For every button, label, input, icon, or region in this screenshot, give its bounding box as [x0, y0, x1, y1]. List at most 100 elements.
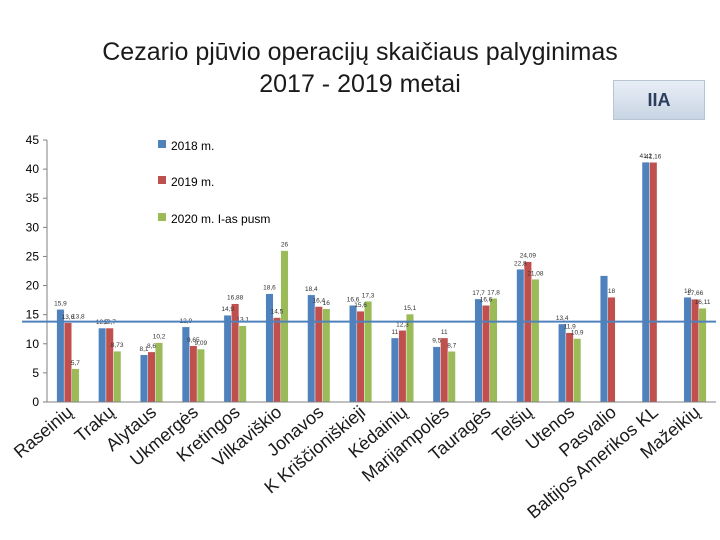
data-label: 16,6	[347, 296, 360, 303]
bar-1-8	[349, 305, 358, 403]
legend-swatch-1	[158, 140, 166, 148]
y-tick-label: 45	[26, 133, 40, 147]
y-tick-label: 0	[32, 395, 39, 409]
data-label: 18,6	[263, 285, 276, 292]
bar-3-6	[280, 250, 289, 403]
data-label: 8,1	[140, 346, 149, 353]
bar-3-2	[113, 350, 122, 403]
data-label: 18,4	[305, 286, 318, 293]
legend-swatch-2	[158, 176, 166, 184]
bar-1-2	[98, 327, 107, 403]
bar-1-14	[600, 275, 608, 403]
data-label: 10,2	[153, 334, 166, 341]
data-label: 24,09	[520, 253, 537, 260]
legend-label-3: 2020 m. I-as pusm	[171, 212, 270, 226]
bar-2-11	[482, 305, 490, 403]
bar-2-14	[607, 297, 616, 403]
data-label: 15,6	[354, 302, 367, 309]
data-label: 16,6	[480, 296, 493, 303]
bar-1-13	[558, 323, 567, 403]
data-label: 15,1	[404, 305, 417, 312]
chart-title-line1: Cezario pjūvio operacijų skaičiaus palyg…	[102, 38, 618, 66]
data-label: 41,16	[645, 153, 662, 160]
bar-1-1	[56, 309, 65, 403]
data-label: 8,73	[111, 342, 124, 349]
data-label: 11,9	[564, 324, 577, 331]
region-badge: IIA	[613, 80, 705, 120]
data-label: 8,7	[447, 342, 456, 349]
bar-2-15	[649, 162, 658, 403]
legend-label-1: 2018 m.	[171, 139, 214, 153]
y-tick-label: 25	[26, 249, 40, 263]
data-label: 16	[323, 300, 331, 307]
y-tick-label: 15	[26, 308, 40, 322]
bar-3-10	[447, 351, 456, 403]
data-label: 14,5	[271, 309, 284, 316]
bar-1-3	[140, 354, 148, 403]
data-label: 11	[441, 329, 448, 336]
data-label: 9,5	[432, 338, 441, 345]
data-label: 13,6	[62, 314, 75, 321]
bar-3-11	[489, 298, 498, 403]
bar-3-1	[71, 368, 80, 403]
bar-1-11	[474, 298, 483, 403]
y-tick-label: 40	[26, 162, 40, 176]
bar-1-9	[390, 337, 399, 403]
bar-3-5	[238, 325, 247, 403]
data-label: 16,4	[312, 298, 325, 305]
data-label: 17,66	[687, 290, 704, 297]
data-label: 13,4	[556, 315, 569, 322]
data-label: 5,7	[71, 360, 80, 367]
data-label: 12,3	[396, 321, 409, 328]
bar-3-3	[155, 342, 163, 403]
data-label: 10,9	[571, 330, 584, 337]
data-label: 9,65	[187, 337, 200, 344]
data-label: 26	[281, 242, 289, 249]
y-tick-label: 5	[32, 366, 39, 380]
legend-label-2: 2019 m.	[171, 175, 214, 189]
bar-1-15	[641, 161, 650, 403]
y-tick-label: 10	[26, 337, 40, 351]
data-label: 17,7	[472, 290, 485, 297]
data-label: 11	[392, 329, 399, 336]
data-label: 16,11	[695, 299, 711, 306]
data-label: 17,3	[362, 292, 375, 299]
data-label: 14,9	[221, 306, 234, 313]
data-label: 9,09	[195, 340, 208, 347]
bar-3-12	[531, 279, 540, 403]
data-label: 22,8	[514, 260, 527, 267]
bar-3-4	[196, 348, 205, 403]
bar-1-16	[683, 297, 692, 403]
bar-1-10	[432, 346, 441, 403]
reference-line-label: 13,8	[72, 314, 85, 321]
bar-2-8	[356, 310, 365, 403]
bar-2-3	[147, 351, 156, 403]
data-label: 16,88	[227, 295, 244, 302]
legend-swatch-3	[158, 213, 166, 221]
data-label: 18	[608, 288, 616, 295]
bar-3-8	[364, 301, 373, 403]
bar-3-13	[573, 338, 582, 403]
chart-title: Cezario pjūvio operacijų skaičiaus palyg…	[60, 36, 660, 100]
data-label: 13,1	[236, 317, 249, 324]
data-label: 15,9	[54, 300, 67, 307]
y-tick-label: 20	[26, 279, 40, 293]
bar-1-12	[516, 269, 525, 403]
chart-title-line2: 2017 - 2019 metai	[259, 70, 461, 98]
y-tick-label: 35	[26, 191, 40, 205]
x-tick-label: Raseinių	[10, 402, 77, 462]
bar-2-6	[273, 317, 281, 403]
bar-2-16	[691, 298, 700, 403]
bar-2-4	[189, 345, 198, 403]
bar-1-7	[307, 294, 316, 403]
bar-2-9	[398, 330, 407, 403]
bar-2-12	[523, 261, 532, 403]
data-label: 17,8	[487, 289, 500, 296]
data-label: 8,6	[147, 343, 156, 350]
bar-2-13	[565, 332, 574, 403]
data-label: 18	[684, 288, 692, 295]
data-label: 21,08	[527, 270, 544, 277]
bar-2-2	[105, 327, 114, 403]
bar-1-5	[223, 315, 232, 403]
